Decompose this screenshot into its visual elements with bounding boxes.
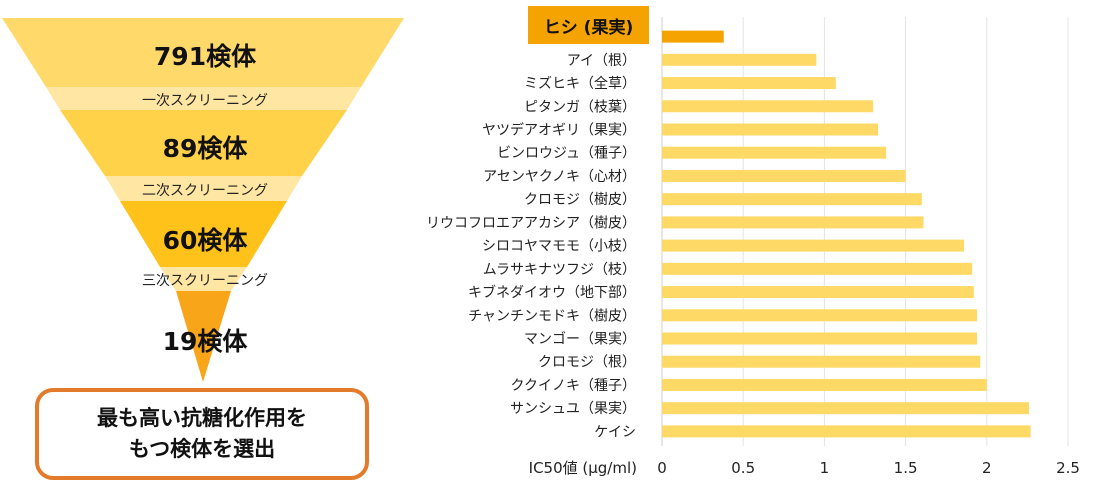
- chart-category-labels: アイ（根） ミズヒキ（全草） ピタンガ（枝葉） ヤツデアオギリ（果実） ビンロウジュ（種…: [426, 53, 636, 441]
- funnel-tier-3: [120, 201, 287, 267]
- bar: [662, 123, 878, 136]
- chart-bars: [662, 30, 1031, 438]
- bar: [662, 378, 987, 391]
- result-line-2: もつ検体を選出: [128, 437, 276, 461]
- category-label: キブネダイオウ（地下部）: [468, 284, 636, 301]
- bar: [662, 216, 924, 229]
- tier-4-count: 19検体: [162, 327, 248, 356]
- category-label: リウコフロエアアカシア（樹皮）: [426, 215, 636, 231]
- category-label: アイ（根）: [567, 53, 636, 69]
- category-label: ケイシ: [594, 424, 636, 440]
- category-label: シロコヤマモモ（小枝）: [482, 239, 636, 255]
- x-tick-label: 0: [657, 459, 667, 477]
- category-label: サンシュユ（果実）: [510, 401, 636, 417]
- bar: [662, 77, 836, 90]
- stage-2-label: 二次スクリーニング: [142, 183, 268, 199]
- x-tick-label: 2: [982, 459, 992, 477]
- category-label: アセンヤクノキ（心材）: [483, 169, 636, 185]
- category-label: ククイノキ（種子）: [511, 378, 636, 394]
- funnel-graphic: [2, 18, 404, 382]
- bar: [662, 193, 922, 206]
- result-box: 最も高い抗糖化作用を もつ検体を選出: [35, 388, 369, 480]
- funnel-tier-2: [60, 110, 347, 176]
- bar: [662, 309, 978, 322]
- stage-1-label: 一次スクリーニング: [142, 93, 268, 109]
- bar: [662, 286, 974, 299]
- funnel-tier-1: [2, 18, 404, 87]
- screening-funnel: 791検体 一次スクリーニング 89検体 二次スクリーニング 60検体 三次スク…: [0, 0, 420, 492]
- x-tick-label: 0.5: [731, 459, 755, 477]
- funnel-tier-4: [176, 291, 231, 382]
- category-label: ヤツデアオギリ（果実）: [482, 122, 636, 139]
- chart-x-ticks: 0 0.5 1 1.5 2 2.5: [657, 459, 1080, 477]
- category-label: ピタンガ（枝葉）: [524, 99, 636, 115]
- category-label: ミズヒキ（全草）: [524, 75, 636, 92]
- bar: [662, 239, 965, 252]
- tier-2-count: 89検体: [162, 134, 248, 163]
- category-label: ムラサキナツフジ（枝）: [483, 262, 636, 278]
- bar: [662, 169, 906, 182]
- tier-1-count: 791検体: [153, 42, 257, 71]
- category-label: マンゴー（果実）: [524, 331, 636, 348]
- bar: [662, 262, 973, 275]
- bar: [662, 30, 724, 43]
- bar: [662, 355, 981, 368]
- bar: [662, 425, 1031, 438]
- result-line-1: 最も高い抗糖化作用を: [97, 406, 307, 430]
- category-label: チャンチンモドキ（樹皮）: [468, 308, 636, 324]
- x-tick-label: 1: [820, 459, 830, 477]
- bar: [662, 146, 887, 159]
- x-tick-label: 1.5: [894, 459, 918, 477]
- bar: [662, 53, 817, 66]
- x-tick-label: 2.5: [1056, 459, 1080, 477]
- category-label: クロモジ（根）: [538, 355, 636, 371]
- stage-3-label: 三次スクリーニング: [142, 273, 268, 289]
- chart-x-axis-label: IC50値 (μg/ml): [529, 459, 637, 477]
- funnel-stage-1: [46, 87, 361, 110]
- bar: [662, 100, 874, 113]
- highlight-category-label: ヒシ (果実): [528, 6, 649, 44]
- tier-3-count: 60検体: [162, 226, 248, 255]
- category-label: ビンロウジュ（種子）: [497, 146, 636, 162]
- funnel-stage-2: [105, 176, 302, 201]
- funnel-stage-3: [160, 267, 247, 291]
- bar: [662, 402, 1030, 415]
- bar: [662, 332, 978, 345]
- category-label: クロモジ（樹皮）: [524, 192, 636, 208]
